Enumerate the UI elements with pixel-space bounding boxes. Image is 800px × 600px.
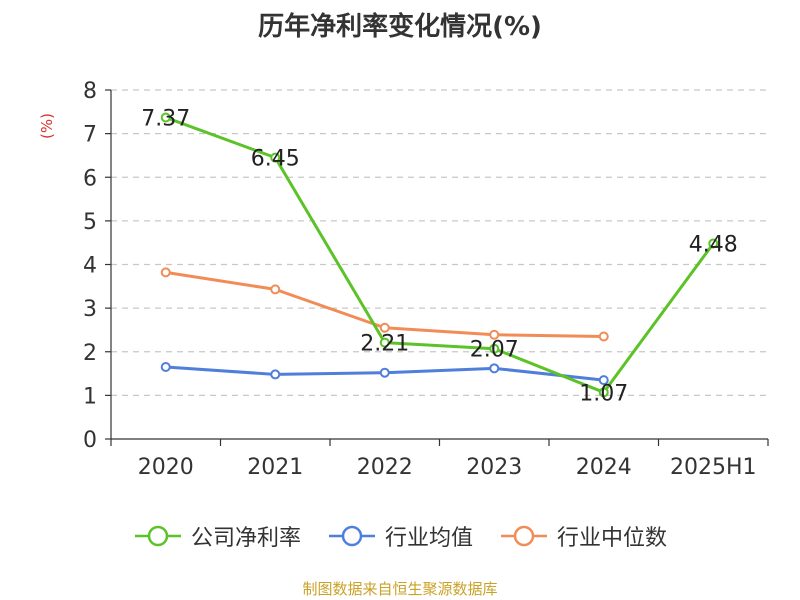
source-note: 制图数据来自恒生聚源数据库 <box>302 580 498 598</box>
data-point <box>489 363 500 374</box>
legend-item[interactable]: 公司净利率 <box>133 520 301 552</box>
data-point <box>598 375 609 386</box>
chart-title: 历年净利率变化情况(%) <box>258 12 542 42</box>
data-point <box>379 322 390 333</box>
series-line <box>165 116 715 394</box>
data-point <box>270 152 281 163</box>
x-tick-label: 2025H1 <box>670 455 757 480</box>
legend: 公司净利率 行业均值 行业中位数 <box>0 520 800 552</box>
x-tick-label: 2024 <box>576 455 632 480</box>
y-tick-label: 5 <box>83 210 97 235</box>
y-tick-label: 3 <box>83 297 97 322</box>
data-point <box>598 387 609 398</box>
y-axis-unit-label: (%) <box>38 113 56 139</box>
y-tick-label: 1 <box>83 384 97 409</box>
data-label: 4.48 <box>689 233 738 258</box>
x-tick-label: 2021 <box>247 455 303 480</box>
data-point <box>160 267 171 278</box>
legend-marker-icon <box>328 525 375 547</box>
data-point <box>598 331 609 342</box>
data-point <box>270 284 281 295</box>
data-label: 1.07 <box>579 381 628 406</box>
legend-marker-icon <box>501 525 547 547</box>
legend-marker-icon <box>134 525 181 547</box>
y-tick-label: 4 <box>83 254 97 279</box>
x-tick-label: 2023 <box>466 455 522 480</box>
data-point <box>379 367 390 378</box>
legend-item[interactable]: 行业中位数 <box>499 520 667 552</box>
data-point <box>489 329 500 340</box>
x-tick-label: 2020 <box>138 455 194 480</box>
y-tick-label: 0 <box>83 428 97 453</box>
y-tick-label: 6 <box>83 166 97 191</box>
data-point <box>270 369 281 380</box>
legend-label: 行业中位数 <box>557 526 668 551</box>
legend-label: 公司净利率 <box>190 526 301 551</box>
y-tick-label: 2 <box>83 341 97 366</box>
x-tick-label: 2022 <box>357 455 413 480</box>
data-point <box>160 362 171 373</box>
data-point <box>489 343 500 354</box>
y-tick-label: 8 <box>83 79 97 104</box>
data-point <box>379 337 390 348</box>
legend-item[interactable]: 行业均值 <box>327 520 473 552</box>
data-label: 7.37 <box>141 106 190 131</box>
data-label: 2.21 <box>360 332 409 357</box>
legend-label: 行业均值 <box>384 526 473 551</box>
data-point <box>160 112 171 123</box>
y-tick-label: 7 <box>83 123 97 148</box>
data-point <box>708 238 719 249</box>
data-label: 6.45 <box>251 147 300 172</box>
data-label: 2.07 <box>470 338 519 363</box>
